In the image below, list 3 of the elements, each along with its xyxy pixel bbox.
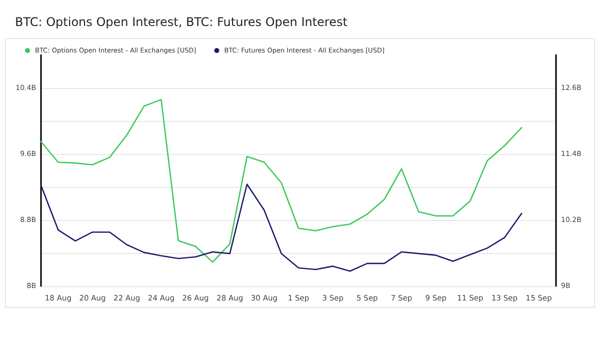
line-series [40, 184, 522, 272]
line-series [40, 98, 522, 263]
chart-title: BTC: Options Open Interest, BTC: Futures Open Interest [15, 15, 348, 29]
